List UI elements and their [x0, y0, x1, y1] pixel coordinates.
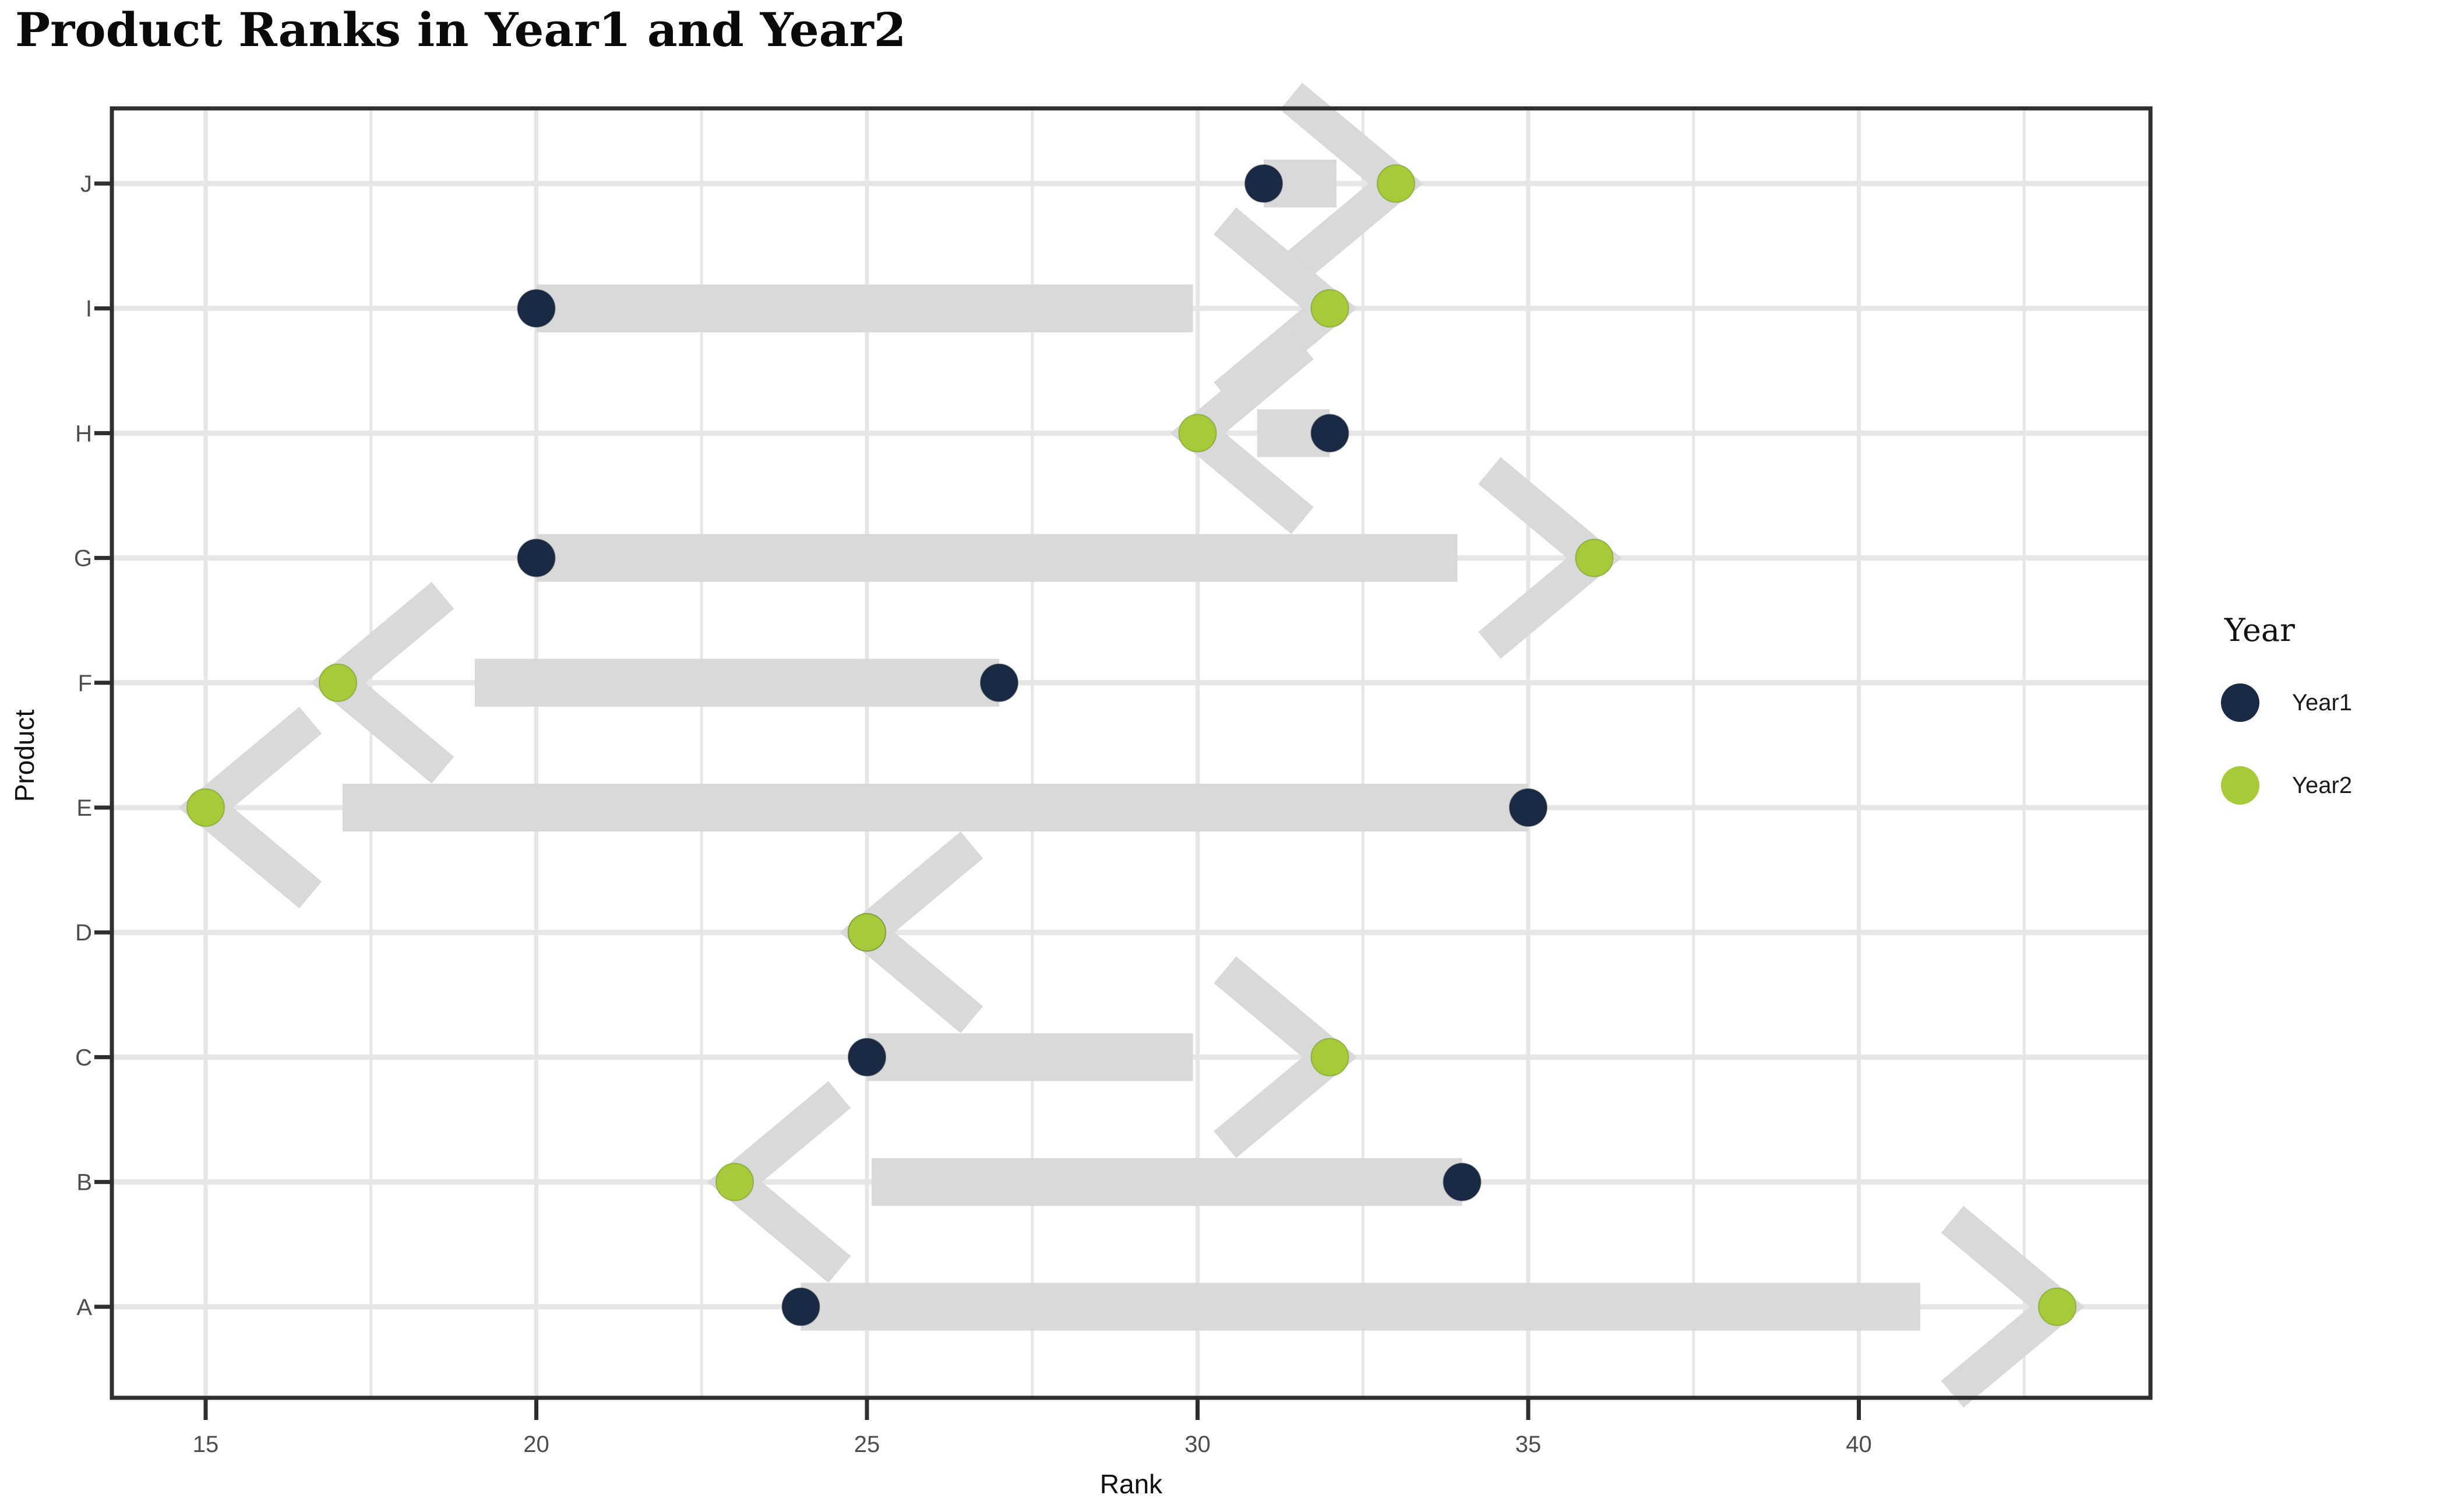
y-tick-label: D — [75, 920, 92, 946]
x-tick-label: 15 — [193, 1432, 219, 1457]
year2-dot-D — [848, 913, 886, 952]
year2-dot-F — [319, 663, 357, 702]
year2-dot-icon — [2221, 766, 2259, 805]
y-tick-label: I — [86, 296, 92, 322]
year2-dot-C — [1310, 1038, 1349, 1077]
legend-item-year1: Year1 — [2221, 683, 2442, 722]
year1-dot-A — [781, 1287, 820, 1326]
x-tick-label: 30 — [1184, 1432, 1211, 1457]
x-tick-label: 25 — [854, 1432, 880, 1457]
year2-dot-J — [1377, 164, 1415, 203]
y-tick-label: G — [74, 546, 92, 572]
year1-dot-I — [517, 289, 556, 328]
legend-item-year2: Year2 — [2221, 766, 2442, 805]
legend-label-year2: Year2 — [2292, 772, 2353, 798]
y-tick-label: F — [78, 671, 92, 696]
year2-dot-H — [1178, 414, 1217, 453]
x-tick-label: 40 — [1846, 1432, 1872, 1457]
x-axis-title: Rank — [1099, 1469, 1163, 1499]
year2-dot-B — [715, 1162, 754, 1201]
chart-title: Product Ranks in Year1 and Year2 — [15, 2, 907, 57]
year2-dot-E — [186, 788, 225, 827]
y-tick-label: B — [76, 1170, 92, 1196]
legend-title: Year — [2224, 612, 2295, 648]
year1-dot-icon — [2221, 683, 2259, 722]
y-tick-label: E — [76, 795, 92, 821]
year1-dot-B — [1443, 1162, 1482, 1201]
year2-dot-A — [2038, 1287, 2076, 1326]
year1-dot-G — [517, 538, 556, 577]
legend-label-year1: Year1 — [2292, 689, 2353, 716]
y-tick-label: J — [80, 171, 92, 197]
y-tick-label: A — [76, 1295, 92, 1320]
legend: Year Year1 Year2 — [2221, 612, 2442, 849]
y-tick-label: C — [75, 1045, 92, 1070]
year1-dot-E — [1509, 788, 1547, 827]
year1-dot-J — [1244, 164, 1283, 203]
year1-dot-H — [1310, 414, 1349, 453]
x-tick-label: 35 — [1515, 1432, 1542, 1457]
x-tick-label: 20 — [523, 1432, 549, 1457]
year2-dot-I — [1310, 289, 1349, 328]
y-tick-label: H — [75, 421, 92, 446]
year1-dot-C — [848, 1038, 886, 1077]
panel-border — [110, 106, 2153, 1400]
y-axis-title: Product — [9, 709, 40, 802]
year1-dot-F — [980, 663, 1018, 702]
year2-dot-G — [1575, 538, 1614, 577]
